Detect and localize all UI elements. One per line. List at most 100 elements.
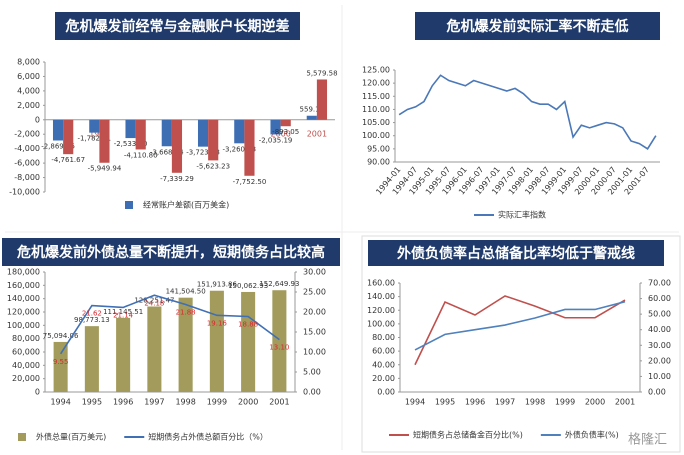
y-tick-label: 8,000 [17, 58, 40, 67]
title-banner [2, 238, 340, 266]
bar [316, 79, 328, 120]
x-tick-label: 1996 [465, 398, 485, 407]
data-label: -2,869.76 [41, 143, 75, 151]
y2-tick-label: 60.00 [648, 294, 671, 303]
y-tick-label: 160,000 [7, 281, 40, 290]
line [398, 74, 657, 150]
legend-swatch [18, 433, 26, 441]
bar [234, 119, 245, 144]
y2-tick-label: 20.00 [648, 356, 671, 365]
bar [52, 119, 64, 141]
bar [84, 326, 99, 392]
data-label: -3,723.88 [186, 149, 220, 157]
data-label: 18.88 [238, 320, 258, 328]
bar [272, 290, 287, 392]
bar [161, 119, 172, 147]
y-tick-label: 125.00 [362, 66, 390, 75]
data-label: 559.13 [300, 106, 325, 114]
y-tick-label: 105.00 [362, 118, 390, 127]
data-label: 111,145.51 [103, 308, 143, 316]
y-tick-label: -2,000 [14, 130, 40, 139]
y-tick-label: 20.00 [372, 374, 395, 383]
bar [147, 306, 162, 392]
y-tick-label: 6,000 [17, 72, 40, 81]
data-label: -2,035.19 [259, 136, 293, 144]
bar [197, 119, 209, 147]
y2-tick-label: 15.00 [303, 328, 326, 337]
legend-label: 外债负债率(%) [565, 430, 619, 440]
data-label: 21.62 [82, 310, 102, 318]
y2-tick-label: 10.00 [648, 372, 671, 381]
data-label: 9.55 [53, 358, 69, 366]
bar [244, 119, 255, 176]
x-tick-label: 1998 [175, 398, 195, 407]
y-tick-label: 80,000 [12, 334, 40, 343]
bar [208, 119, 219, 161]
y-tick-label: 60.00 [372, 347, 395, 356]
title-banner [55, 12, 300, 40]
x-tick-label: 1999 [207, 398, 227, 407]
y-tick-label: 160.00 [367, 279, 395, 288]
y-tick-label: 120,000 [7, 308, 40, 317]
x-tick-label: 2000 [585, 398, 605, 407]
bar [241, 291, 256, 392]
x-tick-label: 2001 [615, 398, 635, 407]
legend-swatch [125, 201, 133, 209]
line [414, 295, 626, 366]
y-tick-label: 140.00 [367, 292, 395, 301]
data-label: 128,251.47 [134, 296, 174, 304]
data-label: 152,649.93 [259, 280, 299, 288]
data-label: 21.88 [176, 308, 196, 316]
y-tick-label: 80.00 [372, 333, 395, 342]
data-label: -7,339.29 [160, 175, 194, 183]
chart-title: 危机爆发前外债总量不断提升，短期债务占比较高 [16, 244, 325, 261]
y-tick-label: 20,000 [12, 374, 40, 383]
x-tick-label: 1994 [50, 398, 70, 407]
bar [63, 119, 74, 155]
chart-title: 危机爆发前经常与金融账户长期逆差 [65, 18, 290, 35]
y-tick-label: 90.00 [367, 158, 390, 167]
data-label: -5,949.94 [88, 165, 122, 173]
x-tick-label: 1997 [144, 398, 164, 407]
bar [209, 290, 224, 392]
data-label: 5,579.58 [306, 69, 337, 77]
title-banner [368, 240, 664, 266]
data-label: 75,094.06 [43, 332, 79, 340]
y-tick-label: 110.00 [362, 105, 390, 114]
watermark: 格隆汇 [628, 432, 667, 448]
y-tick-label: 95.00 [367, 144, 390, 153]
y-tick-label: 40.00 [372, 360, 395, 369]
x-tick-label: 1996 [113, 398, 133, 407]
bar [125, 119, 136, 139]
line [59, 294, 280, 355]
y-tick-label: 100.00 [362, 131, 390, 140]
data-label: -4,761.67 [51, 156, 85, 164]
x-tick-label: 2001 [307, 129, 327, 138]
y-tick-label: -6,000 [14, 159, 40, 168]
y2-tick-label: 30.00 [648, 341, 671, 350]
data-label: -3,260.53 [222, 145, 256, 153]
bar [306, 115, 317, 120]
data-label: 98,773.13 [74, 316, 110, 324]
legend-label: 外债总量(百万美元) [36, 432, 106, 442]
y2-tick-label: 30.00 [303, 268, 326, 277]
chart-title: 危机爆发前实际汇率不断走低 [446, 18, 629, 35]
data-label: -3,668.44 [150, 148, 184, 156]
y2-tick-label: 50.00 [648, 310, 671, 319]
x-tick-label: 1999 [555, 398, 575, 407]
legend-label: 短期债务占总储备金百分比(%) [413, 430, 523, 440]
y2-tick-label: 10.00 [303, 348, 326, 357]
line [414, 300, 626, 351]
y-tick-label: -10,000 [9, 188, 40, 197]
y-tick-label: 180,000 [7, 268, 40, 277]
y-tick-label: 2,000 [17, 101, 40, 110]
bar [53, 341, 68, 392]
bar [270, 119, 281, 135]
y-tick-label: 0 [35, 115, 40, 124]
data-label: 19.16 [207, 319, 228, 327]
data-label: -4,110.80 [124, 151, 158, 159]
x-tick-label: 1995 [82, 398, 102, 407]
y-tick-label: -8,000 [14, 173, 40, 182]
panel-border [361, 235, 681, 453]
